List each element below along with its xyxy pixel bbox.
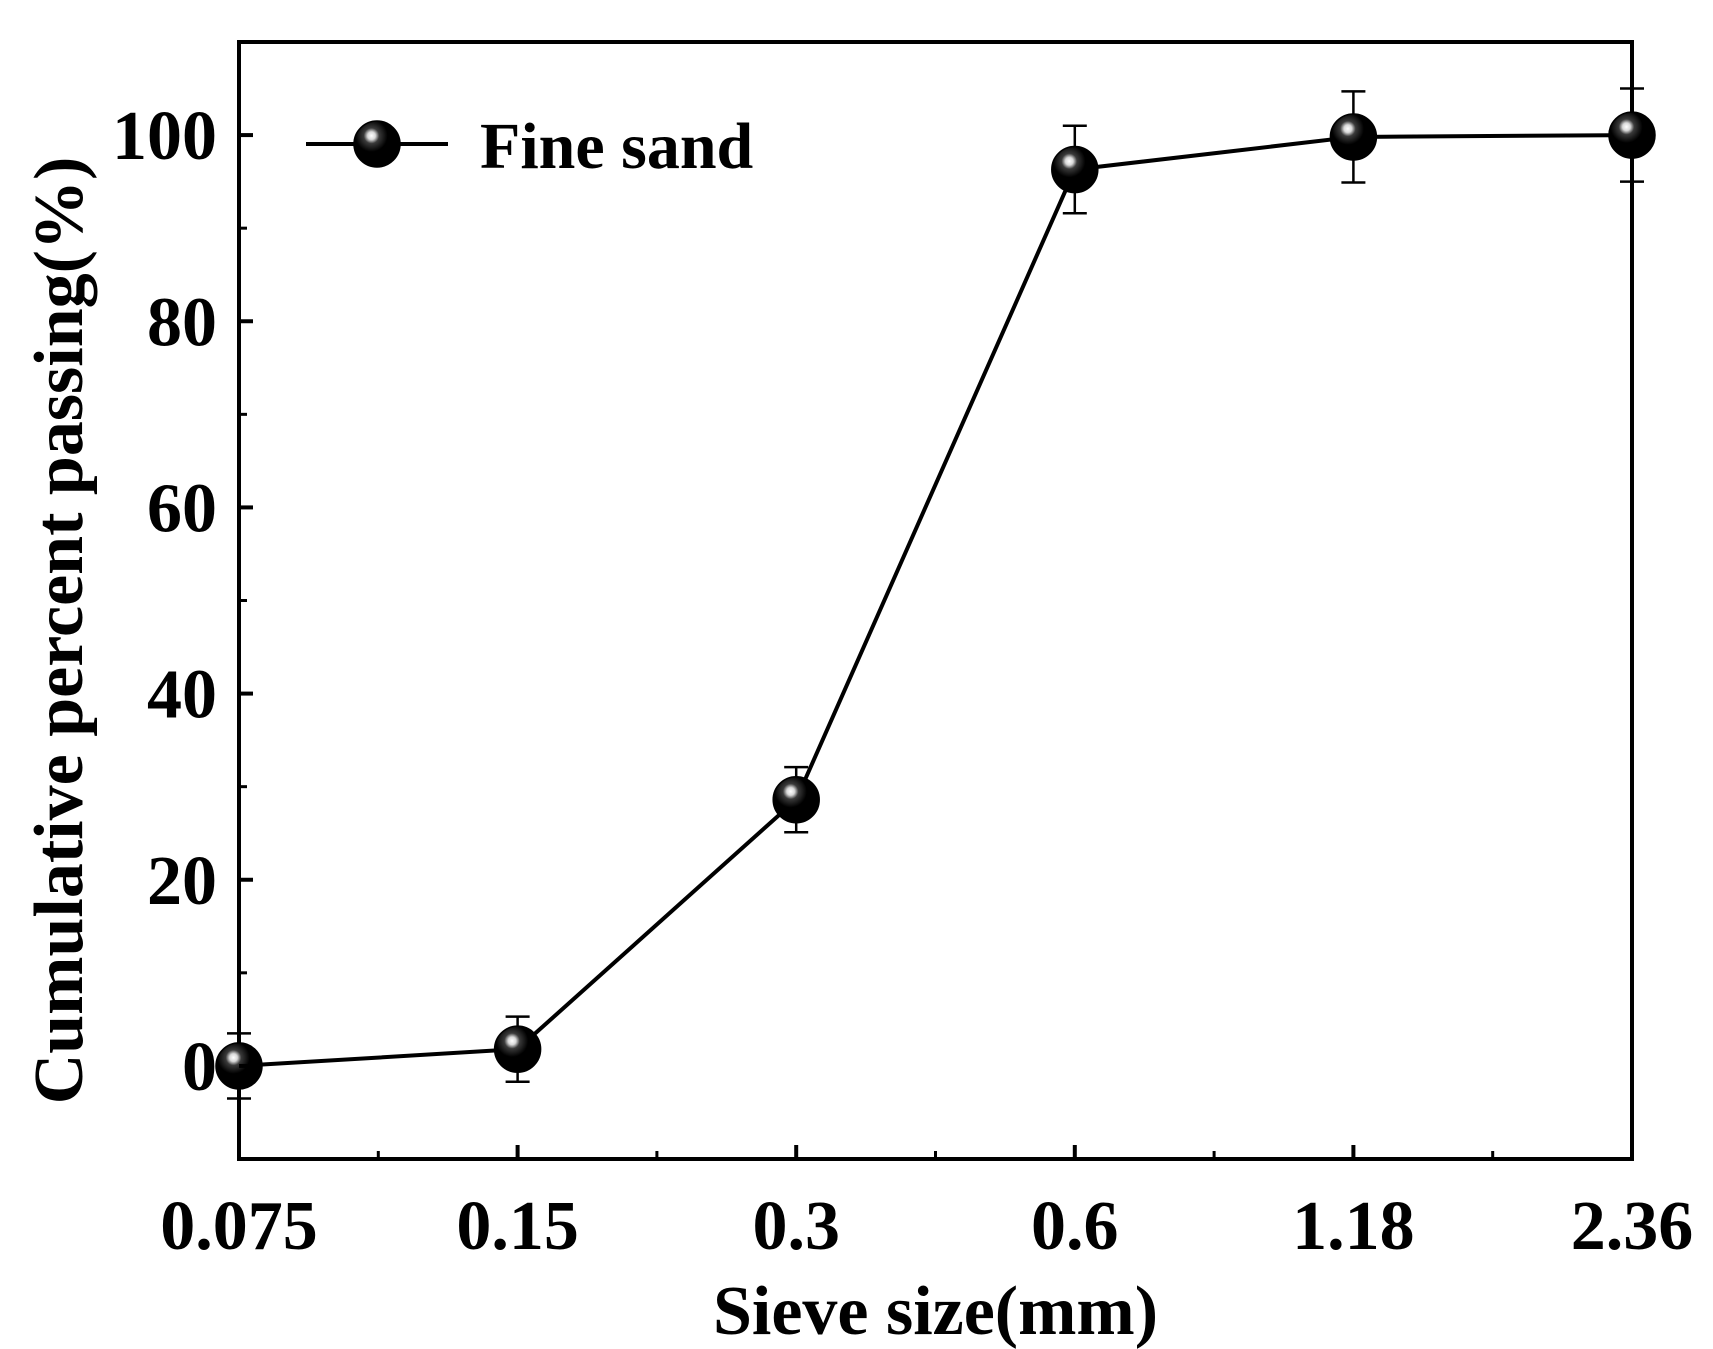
x-tick-label: 2.36 <box>1571 1188 1694 1265</box>
y-tick-label: 60 <box>147 470 217 547</box>
legend: Fine sand <box>306 110 753 183</box>
series-fine-sand <box>215 87 1656 1100</box>
y-tick-label: 40 <box>147 657 217 734</box>
data-point <box>1051 145 1099 194</box>
y-tick-label: 100 <box>112 98 217 175</box>
plot-area <box>237 40 1634 1161</box>
axes: 0 20 40 60 80 100 0.075 0.15 0.3 0.6 1.18 2.36 Sieve… <box>21 98 1693 1349</box>
y-tick-label: 20 <box>147 843 217 920</box>
x-tick-label: 0.15 <box>456 1188 579 1265</box>
x-axis-title: Sieve size(mm) <box>713 1273 1158 1349</box>
y-axis-title: Cumulative percent passing(%) <box>21 157 98 1105</box>
data-point <box>772 775 820 824</box>
data-point <box>1608 111 1656 159</box>
legend-marker <box>353 120 401 168</box>
x-tick-label: 0.6 <box>1031 1188 1119 1265</box>
data-point <box>1329 113 1378 161</box>
x-tick-label: 0.3 <box>752 1188 840 1265</box>
series-line <box>238 133 1633 1068</box>
x-tick-label: 0.075 <box>160 1188 318 1265</box>
y-tick-label: 80 <box>147 284 217 361</box>
data-point <box>493 1025 542 1073</box>
x-tick-label: 1.18 <box>1292 1188 1415 1265</box>
legend-label: Fine sand <box>480 110 753 183</box>
plot-frame <box>237 40 1634 1161</box>
y-tick-label: 0 <box>182 1029 217 1106</box>
